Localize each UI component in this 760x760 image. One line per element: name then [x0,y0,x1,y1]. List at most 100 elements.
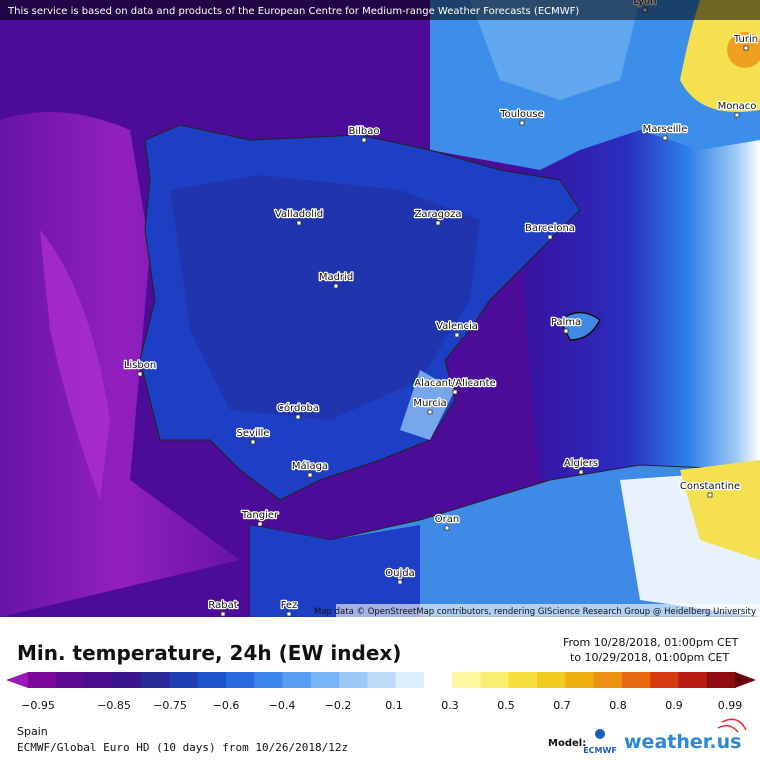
city-dot [662,135,668,141]
city-dot [296,220,302,226]
city-dot [250,439,256,445]
legend-bin [593,672,623,688]
legend-tick: 0.5 [497,699,515,712]
legend-bin [56,672,86,688]
legend-bin [310,672,340,688]
city-label: Bilbao [348,126,379,137]
legend-bin [650,672,679,688]
city-label: Toulouse [499,109,543,120]
map [0,0,760,618]
model-run: ECMWF/Global Euro HD (10 days) from 10/2… [17,741,348,754]
turin-warm [727,32,760,68]
atlantic-core [40,230,110,500]
france-light [470,0,640,100]
legend-end [6,672,28,688]
legend-tick: 0.9 [665,699,683,712]
city-dot [444,525,450,531]
city-dot [361,137,367,143]
brand: weather.us [624,731,741,753]
city-dot [286,611,292,617]
legend-bin [621,672,651,688]
city-label: Seville [237,428,270,439]
city-dot [397,579,403,585]
city-labels: LyonTurinMonacoToulouseMarseilleBilbaoVa… [123,0,759,617]
legend: −0.95 −0.85 −0.75 −0.6 −0.4 −0.2 0.1 0.3 0.5 0.7 0… [6,672,756,712]
legend-bin [452,672,481,688]
legend-bin [254,672,284,688]
city-label: Alacant/Alicante [414,378,495,389]
city-dot [257,521,263,527]
city-dot [307,472,313,478]
city-dot [578,469,584,475]
legend-bin [508,672,538,688]
city-label: Lisbon [124,360,156,371]
city-dot [519,120,525,126]
city-label: Barcelona [525,223,575,234]
city-label: Marseille [643,124,688,135]
legend-end [735,672,756,688]
city-label: Córdoba [277,402,319,414]
morocco [250,525,420,617]
notice: This service is based on data and produc… [7,6,579,17]
legend-bin [282,672,312,688]
city-label: Tangier [241,510,279,521]
ecmwf: ECMWF [583,746,617,755]
city-label: Turin [733,34,758,45]
city-label: Oran [435,514,459,525]
legend-bin [537,672,566,688]
legend-tick: −0.75 [153,699,187,712]
legend-tick: −0.85 [97,699,131,712]
legend-bin [678,672,708,688]
legend-bin [339,672,368,688]
legend-tick: 0.99 [718,699,743,712]
legend-tick: −0.4 [269,699,296,712]
brand-icon [717,718,747,733]
region: Spain [17,725,48,738]
city-label: Valladolid [275,209,323,220]
city-dot [137,371,143,377]
city-label: Málaga [292,460,328,472]
city-dot [220,611,226,617]
legend-tick: −0.2 [325,699,352,712]
city-dot [743,45,749,51]
city-dot [435,220,441,226]
legend-bin [141,672,170,688]
legend-bin [395,672,425,688]
model-label: Model: [548,738,586,749]
attribution-bar [336,604,760,617]
period-to: to 10/29/2018, 01:00pm CET [570,651,729,664]
city-label: Monaco [718,101,757,112]
footer-panel [0,617,760,760]
city-label: Constantine [680,481,740,492]
city-dot [454,332,460,338]
period-from: From 10/28/2018, 01:00pm CET [563,636,739,649]
city-dot [707,492,713,498]
legend-bin [565,672,595,688]
legend-bin [225,672,255,688]
city-label: Murcia [413,398,446,409]
city-dot [563,328,569,334]
city-label: Palma [551,317,581,328]
legend-tick: 0.7 [553,699,571,712]
legend-bin [367,672,397,688]
city-label: Fez [281,600,298,611]
alps-warm [680,0,760,112]
legend-tick: −0.95 [21,699,55,712]
legend-bin [480,672,510,688]
legend-bin [28,672,57,688]
notice-bar [0,0,760,20]
city-dot [427,409,433,415]
city-label: Valencia [436,321,478,332]
city-label: Rabat [208,600,237,611]
legend-tick: 0.3 [441,699,459,712]
ecmwf-logo [595,729,605,739]
city-label: Oujda [385,568,414,579]
legend-bin [423,672,453,688]
legend-tick: −0.6 [213,699,240,712]
mediterranean [520,120,760,480]
legend-bin [706,672,736,688]
atlantic [0,112,240,617]
city-dot [333,283,339,289]
legend-bin [84,672,114,688]
